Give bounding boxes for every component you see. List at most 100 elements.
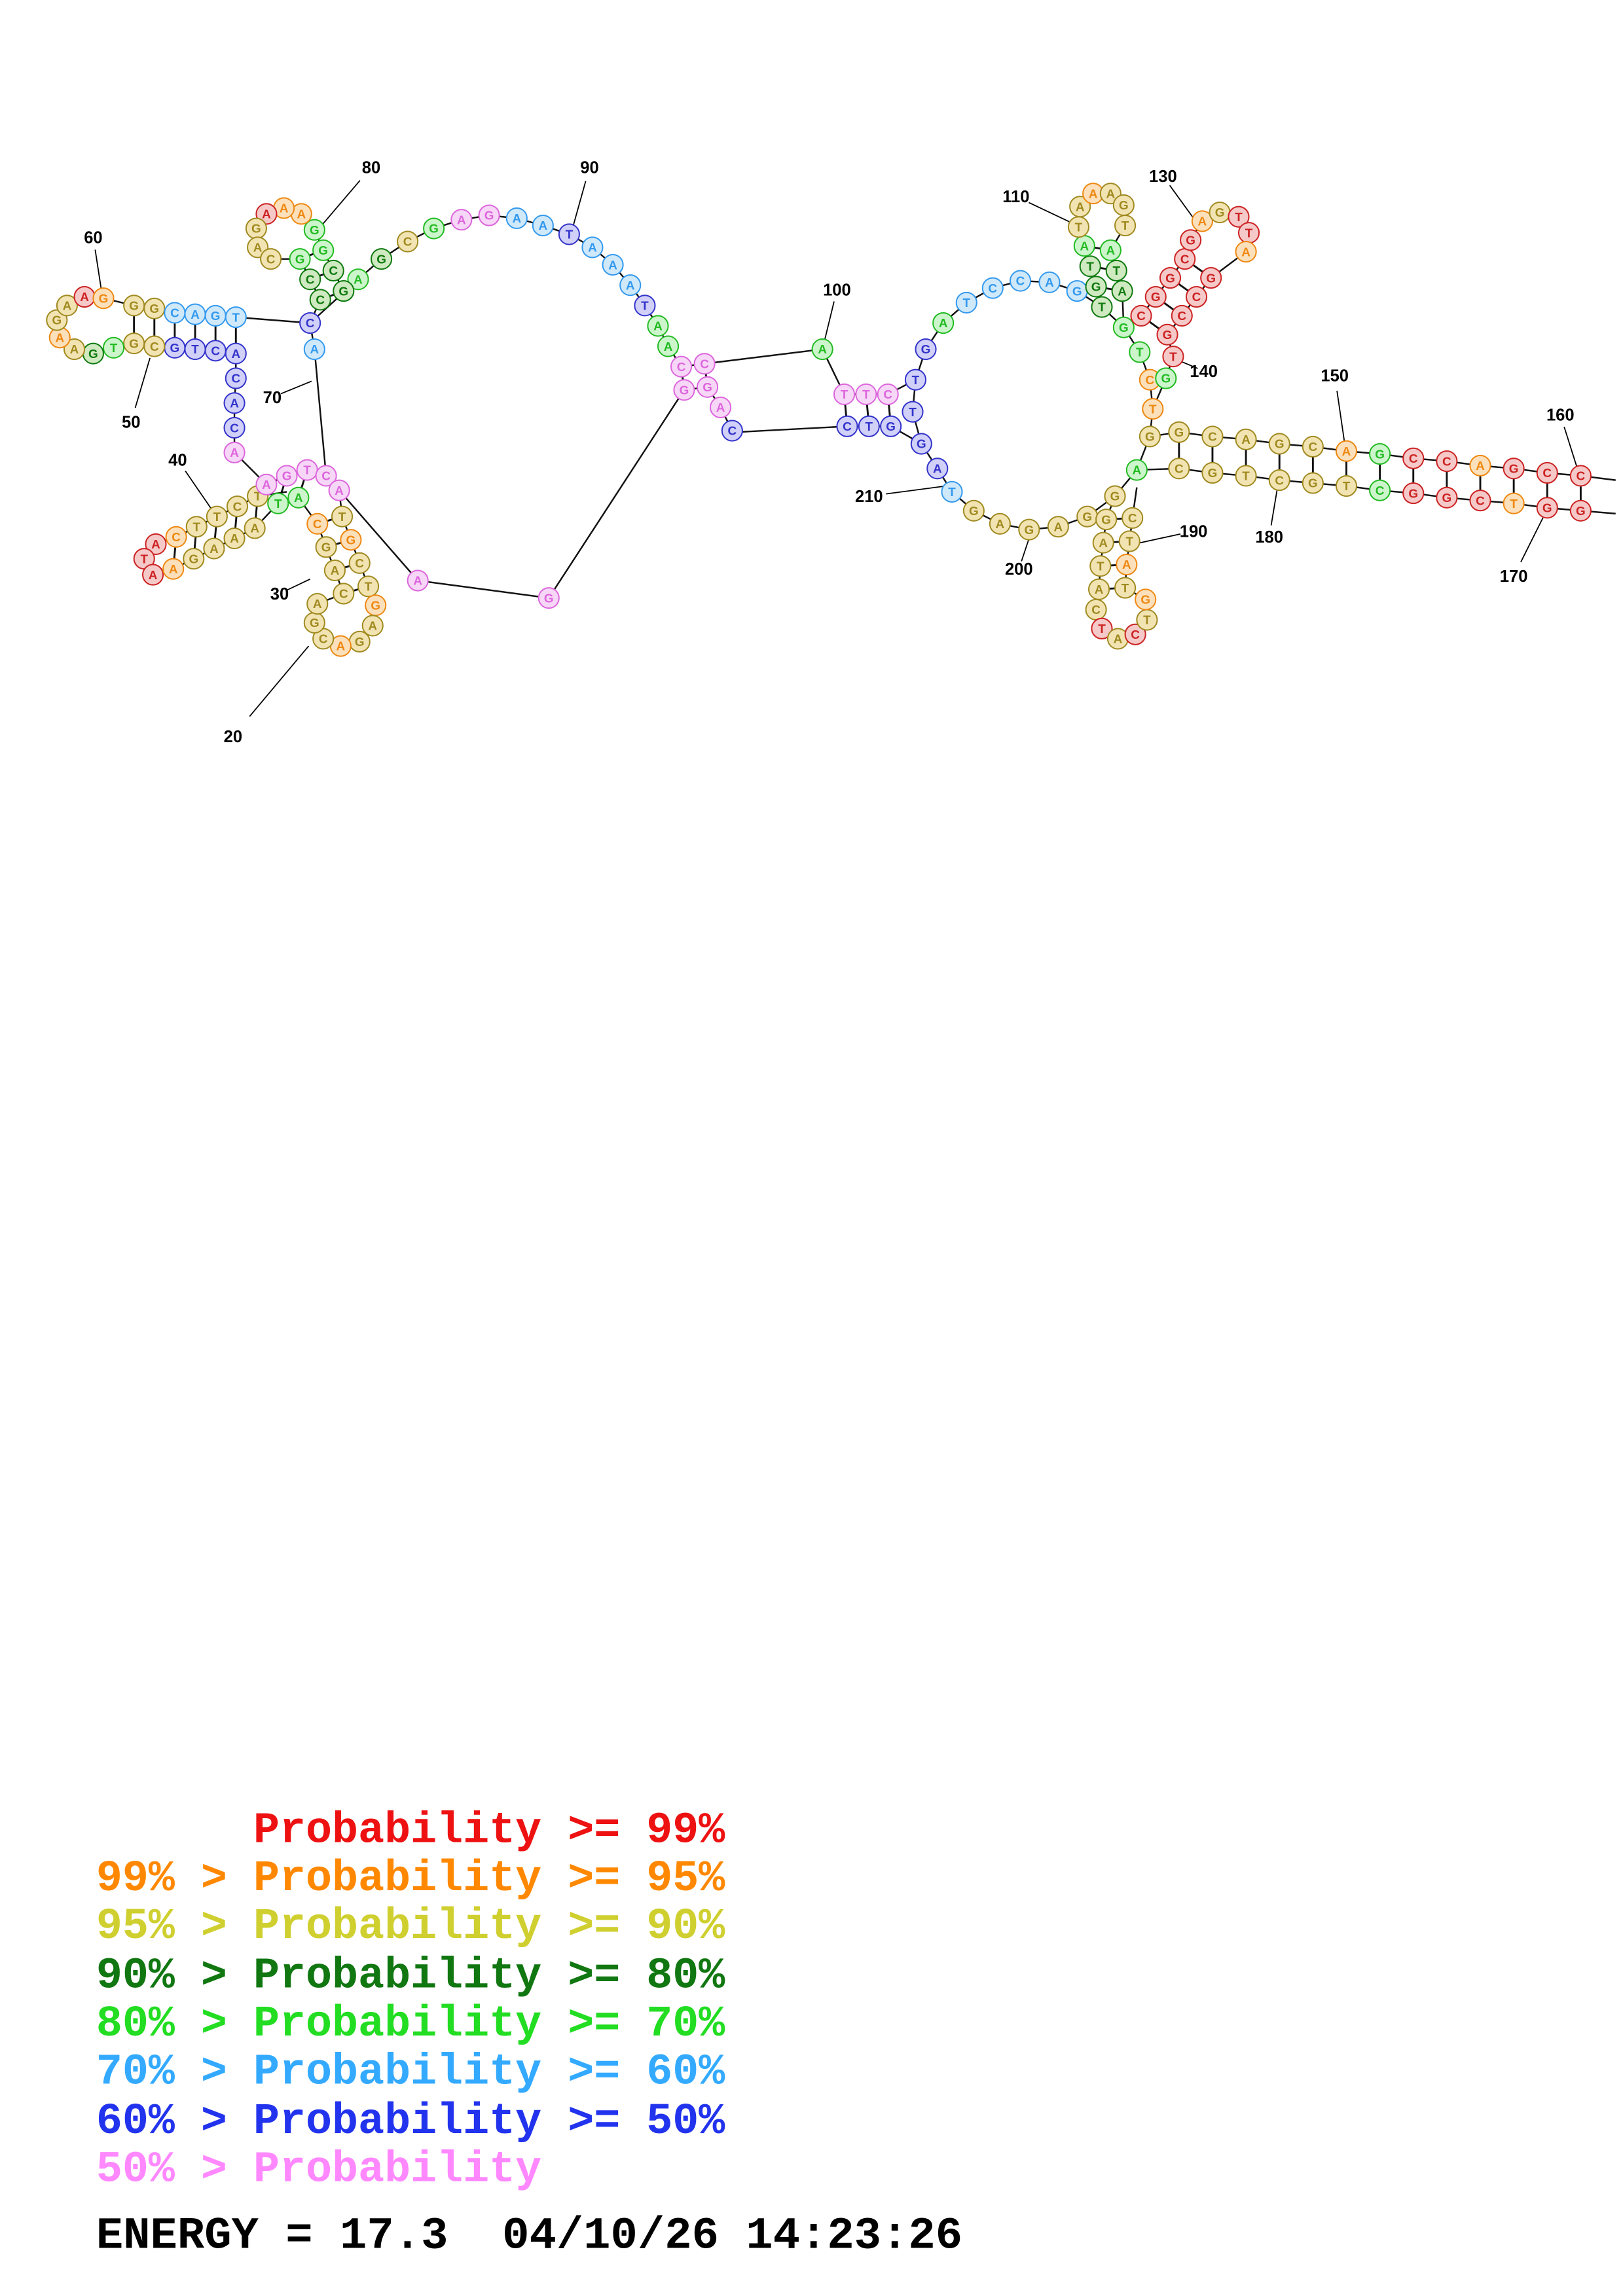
- base-letter: A: [608, 259, 617, 272]
- base-letter: G: [338, 285, 348, 298]
- pointer-line-160: [1563, 426, 1578, 471]
- base-circle: [289, 248, 311, 270]
- base-letter: A: [169, 563, 178, 577]
- base-circle: [941, 480, 963, 503]
- base-letter: A: [1114, 633, 1123, 647]
- pointer-line-180: [1270, 484, 1279, 526]
- base-letter: A: [588, 242, 597, 255]
- position-label-200: 200: [1005, 560, 1033, 579]
- base-letter: A: [457, 213, 466, 227]
- base-circle: [932, 312, 955, 334]
- base-circle: [371, 248, 393, 270]
- base-letter: C: [211, 344, 220, 358]
- base-letter: A: [230, 397, 239, 410]
- base-circle: [1268, 469, 1290, 492]
- base-letter: T: [841, 388, 848, 402]
- base-letter: C: [1137, 310, 1146, 323]
- base-circle: [56, 295, 78, 317]
- base-circle: [1111, 280, 1133, 302]
- base-circle: [1503, 457, 1525, 480]
- base-letter: G: [1140, 594, 1150, 607]
- base-circle: [223, 441, 246, 463]
- position-label-190: 190: [1180, 522, 1208, 541]
- base-letter: T: [566, 228, 574, 242]
- base-letter: T: [1086, 260, 1094, 274]
- base-letter: G: [149, 302, 159, 316]
- base-circle: [267, 492, 289, 514]
- pointer-line-150: [1336, 390, 1346, 446]
- base-circle: [1185, 285, 1208, 308]
- base-letter: C: [306, 273, 315, 287]
- base-circle: [1118, 530, 1140, 552]
- pointer-line-70: [280, 380, 312, 395]
- base-letter: T: [962, 296, 970, 310]
- base-circle: [1142, 398, 1164, 420]
- pointer-line-170: [1520, 512, 1546, 563]
- base-circle: [203, 537, 225, 560]
- base-circle: [299, 268, 321, 291]
- base-letter: G: [1119, 321, 1129, 335]
- base-circle: [1469, 490, 1491, 512]
- position-label-180: 180: [1255, 528, 1283, 547]
- base-circle: [1079, 255, 1101, 278]
- base-letter: A: [337, 640, 346, 654]
- base-letter: A: [1133, 464, 1142, 478]
- base-letter: C: [1409, 452, 1418, 466]
- base-letter: C: [988, 282, 997, 296]
- base-letter: C: [339, 588, 348, 601]
- base-letter: C: [1309, 440, 1318, 454]
- base-letter: T: [338, 511, 346, 524]
- base-letter: A: [331, 564, 340, 578]
- base-circle: [260, 248, 282, 270]
- base-letter: C: [1180, 253, 1190, 266]
- base-letter: T: [192, 520, 200, 534]
- base-letter: A: [262, 207, 271, 221]
- base-circle: [1155, 367, 1177, 389]
- base-circle: [962, 499, 985, 522]
- base-circle: [1503, 492, 1525, 514]
- position-label-130: 130: [1149, 168, 1177, 186]
- base-letter: C: [700, 357, 709, 371]
- base-letter: A: [626, 279, 635, 293]
- base-letter: T: [232, 311, 240, 325]
- base-letter: G: [1542, 502, 1552, 516]
- base-letter: A: [335, 484, 344, 498]
- base-circle: [877, 383, 899, 406]
- base-circle: [142, 564, 164, 586]
- base-letter: C: [316, 294, 325, 308]
- base-circle: [333, 583, 355, 605]
- base-circle: [315, 536, 337, 558]
- base-circle: [926, 457, 949, 480]
- base-circle: [1009, 270, 1032, 292]
- base-circle: [1114, 577, 1137, 599]
- base-letter: C: [843, 420, 852, 434]
- position-label-60: 60: [84, 228, 102, 247]
- position-label-20: 20: [224, 728, 242, 746]
- base-letter: A: [253, 242, 263, 255]
- base-letter: A: [664, 340, 673, 354]
- base-letter: G: [917, 438, 926, 452]
- base-circle: [1114, 215, 1137, 237]
- base-letter: A: [1106, 244, 1116, 258]
- legend-row-70: 80% > Probability >= 70%: [96, 2000, 725, 2049]
- pointer-line-30: [285, 578, 311, 591]
- base-letter: C: [1476, 494, 1485, 508]
- base-letter: T: [912, 374, 920, 387]
- base-circle: [1436, 450, 1458, 473]
- base-letter: G: [371, 599, 380, 613]
- position-label-140: 140: [1190, 363, 1218, 381]
- base-letter: T: [909, 406, 917, 420]
- base-circle: [657, 335, 680, 357]
- base-circle: [223, 417, 246, 439]
- base-letter: G: [1308, 477, 1318, 491]
- base-letter: G: [1161, 372, 1171, 386]
- base-circle: [1159, 267, 1182, 289]
- base-letter: T: [1112, 264, 1120, 278]
- base-circle: [331, 505, 354, 528]
- base-letter: C: [1376, 484, 1385, 498]
- base-circle: [423, 217, 445, 240]
- base-circle: [1191, 210, 1213, 232]
- base-circle: [165, 526, 187, 548]
- base-letter: C: [1175, 462, 1184, 476]
